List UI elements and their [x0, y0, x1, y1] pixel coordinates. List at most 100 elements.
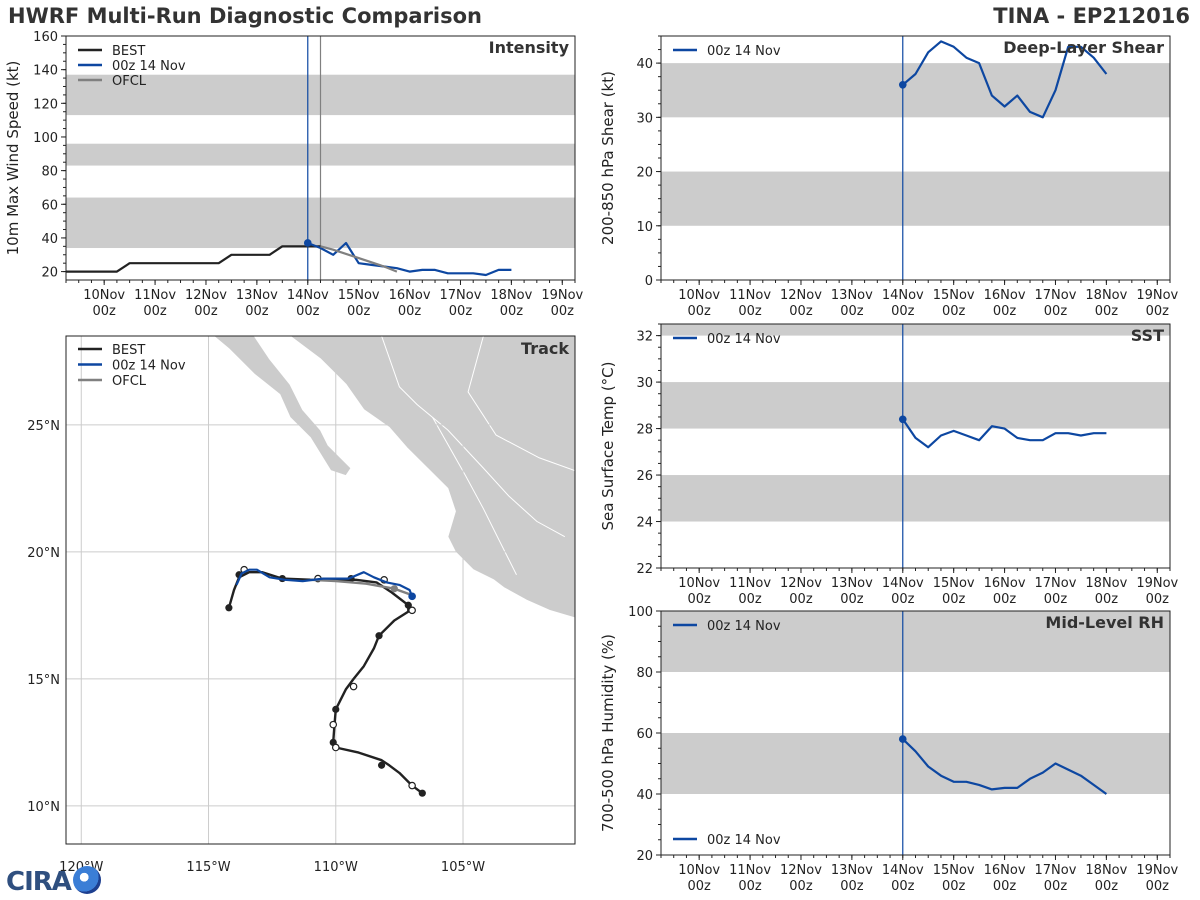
intensity-xtick-hour-5: 00z — [347, 304, 371, 319]
shear-ytick-label-0: 0 — [645, 274, 653, 289]
sst-ytick-label-1: 24 — [636, 516, 653, 531]
rh-xtick-hour-2: 00z — [789, 879, 813, 894]
sst-band-1 — [661, 382, 1170, 429]
intensity-xtick-hour-7: 00z — [449, 304, 473, 319]
intensity-xtick-date-8: 18Nov — [490, 288, 532, 303]
shear-xtick-hour-1: 00z — [738, 304, 762, 319]
best-track-open-point — [408, 781, 416, 790]
state-border-2 — [432, 417, 517, 576]
rh-xtick-date-8: 18Nov — [1085, 863, 1127, 878]
sst-title: SST — [1131, 326, 1164, 345]
intensity-xtick-hour-6: 00z — [398, 304, 422, 319]
sst-xtick-date-8: 18Nov — [1085, 576, 1127, 591]
sst-xtick-date-6: 16Nov — [984, 576, 1026, 591]
rh-xtick-hour-8: 00z — [1095, 879, 1119, 894]
rh-title: Mid-Level RH — [1045, 613, 1164, 632]
rh-xtick-date-9: 19Nov — [1136, 863, 1178, 878]
best-track-open-point — [408, 606, 416, 615]
track-lat-label-0: 10°N — [27, 800, 60, 815]
mexico-mainland-land — [289, 336, 575, 619]
rh-band-1 — [661, 611, 1170, 672]
track-lat-label-3: 25°N — [27, 419, 60, 434]
shear-xtick-hour-9: 00z — [1146, 304, 1170, 319]
best-track-point — [332, 705, 340, 713]
shear-xtick-hour-3: 00z — [840, 304, 864, 319]
sst-xtick-date-2: 12Nov — [780, 576, 822, 591]
track-frame — [65, 335, 576, 845]
intensity-xtick-date-5: 15Nov — [338, 288, 380, 303]
sst-xtick-date-9: 19Nov — [1136, 576, 1178, 591]
rh-xtick-hour-7: 00z — [1044, 879, 1068, 894]
intensity-xtick-date-0: 10Nov — [83, 288, 125, 303]
shear-xtick-hour-4: 00z — [891, 304, 915, 319]
shear-ytick-label-4: 40 — [636, 57, 653, 72]
intensity-ytick-label-0: 20 — [41, 266, 58, 281]
rh-xtick-date-3: 13Nov — [831, 863, 873, 878]
track-lon-label-1: 115°W — [186, 860, 230, 875]
sst-ytick-label-2: 26 — [636, 469, 653, 484]
shear-xtick-date-9: 19Nov — [1136, 288, 1178, 303]
sst-xtick-hour-3: 00z — [840, 592, 864, 607]
shear-xtick-hour-5: 00z — [942, 304, 966, 319]
rh-xtick-date-6: 16Nov — [984, 863, 1026, 878]
sst-xtick-date-5: 15Nov — [933, 576, 975, 591]
shear-xtick-hour-0: 00z — [687, 304, 711, 319]
intensity-series-2 — [320, 245, 398, 273]
shear-xtick-date-0: 10Nov — [678, 288, 720, 303]
intensity-legend-label-1: 00z 14 Nov — [112, 59, 186, 74]
rh-legend-label-0: 00z 14 Nov — [707, 619, 781, 634]
sst-xtick-date-3: 13Nov — [831, 576, 873, 591]
ofcl-track-point — [390, 585, 398, 593]
shear-ytick-label-2: 20 — [636, 166, 653, 181]
hurricane-logo-icon — [72, 866, 101, 894]
sst-ytick-label-4: 30 — [636, 376, 653, 391]
rh-xtick-hour-3: 00z — [840, 879, 864, 894]
baja-california-land — [212, 336, 352, 477]
intensity-xtick-hour-8: 00z — [500, 304, 524, 319]
rh-xtick-hour-5: 00z — [942, 879, 966, 894]
shear-series-0 — [902, 40, 1108, 119]
intensity-ytick-label-5: 120 — [33, 97, 58, 112]
sst-xtick-date-7: 17Nov — [1035, 576, 1077, 591]
shear-xtick-hour-6: 00z — [993, 304, 1017, 319]
intensity-xtick-hour-3: 00z — [245, 304, 269, 319]
shear-title: Deep-Layer Shear — [1003, 38, 1164, 57]
intensity-title: Intensity — [489, 38, 570, 57]
run-track-start — [408, 592, 416, 601]
intensity-xtick-date-6: 16Nov — [389, 288, 431, 303]
track-lon-label-3: 105°W — [441, 860, 485, 875]
best-track-open-point — [329, 720, 338, 729]
intensity-ytick-label-4: 100 — [33, 131, 58, 146]
intensity-series-0 — [66, 245, 321, 273]
intensity-ytick-label-6: 140 — [33, 64, 58, 79]
intensity-xtick-hour-9: 00z — [551, 304, 575, 319]
sst-xtick-hour-9: 00z — [1146, 592, 1170, 607]
shear-ytick-label-3: 30 — [636, 111, 653, 126]
intensity-ytick-label-2: 60 — [41, 198, 58, 213]
sst-plot-area — [661, 324, 1170, 568]
intensity-xtick-date-1: 11Nov — [134, 288, 176, 303]
intensity-start-point-1 — [303, 239, 312, 247]
sst-xtick-date-1: 11Nov — [729, 576, 771, 591]
sst-ytick-label-3: 28 — [636, 423, 653, 438]
intensity-xtick-hour-0: 00z — [92, 304, 116, 319]
sst-band-2 — [661, 324, 1170, 336]
chart-rh: 2040608010010Nov00z11Nov00z12Nov00z13Nov… — [599, 605, 1179, 894]
intensity-xtick-hour-2: 00z — [194, 304, 218, 319]
chart-shear: 01020304010Nov00z11Nov00z12Nov00z13Nov00… — [599, 35, 1179, 319]
rh-ytick-label-4: 100 — [628, 605, 653, 620]
intensity-legend-label-0: BEST — [112, 44, 145, 59]
ofcl-track-line — [310, 578, 413, 597]
intensity-series-1 — [307, 241, 512, 277]
intensity-xtick-hour-1: 00z — [143, 304, 167, 319]
best-track-line — [227, 571, 424, 795]
intensity-xtick-date-2: 12Nov — [185, 288, 227, 303]
rh-xtick-date-0: 10Nov — [678, 863, 720, 878]
sst-start-point-0 — [898, 415, 907, 424]
rh-xtick-hour-4: 00z — [891, 879, 915, 894]
shear-xtick-date-4: 14Nov — [882, 288, 924, 303]
rh-xtick-date-2: 12Nov — [780, 863, 822, 878]
sst-xtick-hour-7: 00z — [1044, 592, 1068, 607]
rh-xtick-date-1: 11Nov — [729, 863, 771, 878]
shear-xtick-hour-2: 00z — [789, 304, 813, 319]
